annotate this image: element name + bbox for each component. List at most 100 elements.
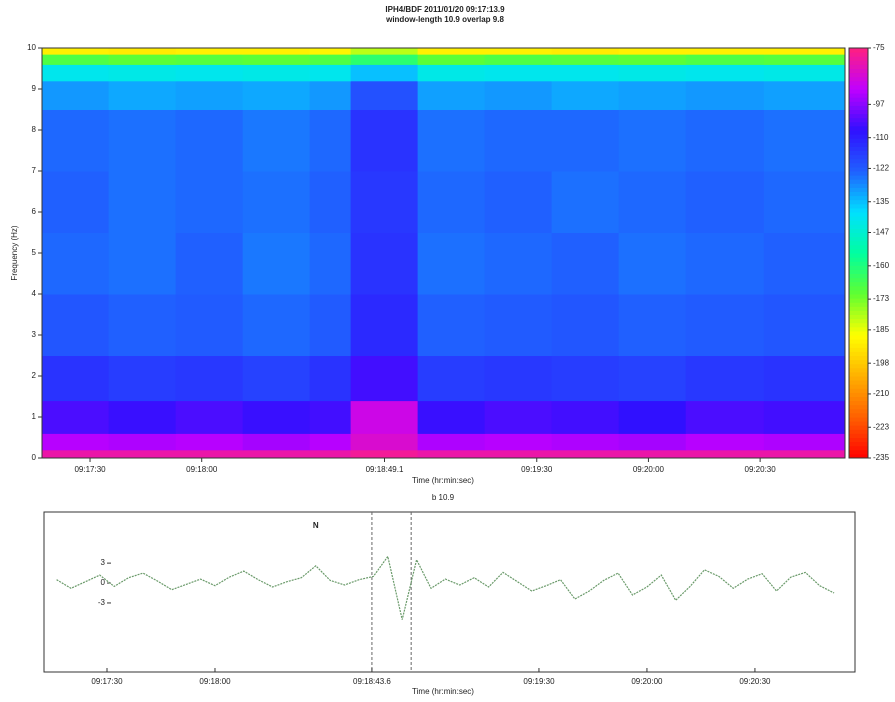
heatmap-cell bbox=[109, 356, 177, 402]
y-axis-label: Frequency (Hz) bbox=[10, 225, 19, 280]
heatmap-cell bbox=[619, 233, 687, 295]
heatmap-cell bbox=[764, 171, 846, 233]
colorbar-band bbox=[849, 302, 868, 307]
heatmap-cell bbox=[109, 54, 177, 65]
colorbar-band bbox=[849, 282, 868, 287]
heatmap-cell bbox=[686, 233, 765, 295]
heatmap-cell bbox=[552, 54, 620, 65]
heatmap-cell bbox=[109, 450, 177, 459]
x-tick-label: 09:17:30 bbox=[74, 465, 106, 474]
y-tick-label: 10 bbox=[27, 43, 36, 52]
heatmap-cell bbox=[310, 356, 351, 402]
heatmap-cell bbox=[42, 294, 109, 356]
colorbar-tick-label: -147 bbox=[873, 228, 890, 237]
colorbar-band bbox=[849, 401, 868, 406]
colorbar-band bbox=[849, 446, 868, 451]
heatmap-cell bbox=[485, 48, 553, 55]
heatmap-cell bbox=[109, 233, 177, 295]
heatmap-cell bbox=[176, 110, 244, 172]
heatmap-cell bbox=[619, 54, 687, 65]
colorbar-band bbox=[849, 105, 868, 110]
x-tick-label: 09:19:30 bbox=[521, 465, 553, 474]
heatmap-cell bbox=[310, 171, 351, 233]
heatmap-cell bbox=[619, 81, 687, 110]
colorbar-band bbox=[849, 413, 868, 418]
colorbar-band bbox=[849, 339, 868, 344]
colorbar-band bbox=[849, 159, 868, 164]
heatmap-cell bbox=[764, 110, 846, 172]
heatmap-cell bbox=[109, 171, 177, 233]
x-tick-label: 09:20:00 bbox=[631, 677, 663, 686]
colorbar-tick-label: -198 bbox=[873, 358, 890, 367]
heatmap-cell bbox=[686, 433, 765, 450]
heatmap-cell bbox=[619, 356, 687, 402]
colorbar-band bbox=[849, 69, 868, 74]
heatmap-cell bbox=[552, 294, 620, 356]
colorbar-band bbox=[849, 93, 868, 98]
heatmap-cell bbox=[243, 110, 311, 172]
x-tick-label: 09:18:43.6 bbox=[353, 677, 391, 686]
colorbar-band bbox=[849, 261, 868, 266]
heatmap-cell bbox=[351, 81, 419, 110]
y-tick-label: 5 bbox=[32, 248, 37, 257]
heatmap-cell bbox=[109, 110, 177, 172]
colorbar-band bbox=[849, 253, 868, 258]
colorbar-band bbox=[849, 372, 868, 377]
heatmap-cell bbox=[552, 81, 620, 110]
colorbar-band bbox=[849, 315, 868, 320]
heatmap-cell bbox=[351, 356, 419, 402]
page: IPH4/BDF 2011/01/20 09:17:13.9 window-le… bbox=[0, 0, 895, 702]
colorbar-tick-label: -135 bbox=[873, 197, 890, 206]
heatmap-cell bbox=[552, 48, 620, 55]
heatmap-cell bbox=[176, 433, 244, 450]
heatmap-cell bbox=[243, 450, 311, 459]
heatmap-cell bbox=[176, 64, 244, 81]
y-tick-label: 1 bbox=[32, 412, 37, 421]
heatmap-cell bbox=[552, 171, 620, 233]
colorbar-tick-label: -110 bbox=[873, 133, 889, 142]
heatmap-cell bbox=[176, 450, 244, 459]
heatmap-cell bbox=[42, 401, 109, 434]
heatmap-cell bbox=[109, 401, 177, 434]
heatmap-cell bbox=[243, 54, 311, 65]
colorbar-band bbox=[849, 216, 868, 221]
colorbar-band bbox=[849, 208, 868, 213]
colorbar-band bbox=[849, 48, 868, 53]
heatmap-cell bbox=[176, 48, 244, 55]
heatmap-cell bbox=[619, 294, 687, 356]
y-tick-label: 6 bbox=[32, 207, 37, 216]
heatmap-cell bbox=[764, 233, 846, 295]
heatmap-cell bbox=[418, 48, 486, 55]
colorbar-band bbox=[849, 323, 868, 328]
heatmap-cell bbox=[351, 48, 419, 55]
colorbar-band bbox=[849, 364, 868, 369]
heatmap-cell bbox=[351, 433, 419, 450]
heatmap-cell bbox=[619, 450, 687, 459]
heatmap-cell bbox=[42, 433, 109, 450]
heatmap-cell bbox=[351, 233, 419, 295]
heatmap-cell bbox=[42, 171, 109, 233]
colorbar-band bbox=[849, 417, 868, 422]
x-tick-label: 09:20:30 bbox=[739, 677, 771, 686]
colorbar-band bbox=[849, 167, 868, 172]
heatmap-cell bbox=[351, 110, 419, 172]
colorbar-band bbox=[849, 151, 868, 156]
colorbar-band bbox=[849, 204, 868, 209]
colorbar-band bbox=[849, 85, 868, 90]
colorbar-band bbox=[849, 237, 868, 242]
annotation: N bbox=[313, 521, 319, 530]
colorbar-band bbox=[849, 294, 868, 299]
heatmap-cell bbox=[310, 48, 351, 55]
y-tick-label: 3 bbox=[32, 330, 37, 339]
heatmap-cell bbox=[418, 81, 486, 110]
colorbar-band bbox=[849, 356, 868, 361]
colorbar-band bbox=[849, 405, 868, 410]
colorbar-band bbox=[849, 163, 868, 168]
y-tick-label: 0 bbox=[32, 453, 37, 462]
heatmap-cell bbox=[42, 81, 109, 110]
heatmap-cell bbox=[686, 171, 765, 233]
heatmap-cell bbox=[485, 356, 553, 402]
heatmap-cell bbox=[619, 64, 687, 81]
heatmap-cell bbox=[619, 401, 687, 434]
heatmap-cell bbox=[418, 356, 486, 402]
